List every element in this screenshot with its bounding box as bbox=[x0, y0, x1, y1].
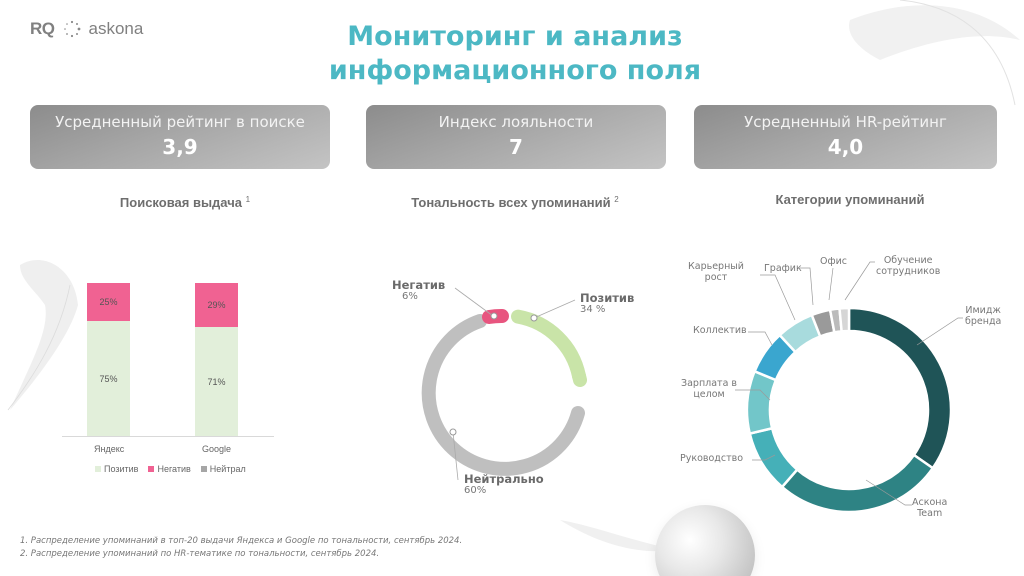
legend-swatch bbox=[200, 466, 207, 472]
section-title-text: Поисковая выдача bbox=[119, 195, 242, 210]
category-label-askona-team: Аскона Team bbox=[912, 497, 947, 519]
kpi-card-hr-rating: Усредненный HR-рейтинг 4,0 bbox=[694, 105, 997, 169]
footnote-2: 2. Распределение упоминаний по HR-темати… bbox=[20, 549, 380, 559]
category-label-team: Коллектив bbox=[693, 325, 747, 336]
x-axis-label-yandex: Яндекс bbox=[94, 444, 125, 454]
footnote-1: 1. Распределение упоминаний в топ-20 выд… bbox=[20, 536, 463, 546]
donut-arc-positive-lower bbox=[572, 369, 587, 387]
leader-line bbox=[916, 317, 963, 346]
leader-line bbox=[865, 479, 912, 506]
bar-segment-positive: 75% bbox=[87, 321, 130, 436]
kpi-label: Индекс лояльности bbox=[438, 113, 594, 131]
label-line: Обучение bbox=[883, 255, 933, 266]
askona-dots-icon bbox=[63, 20, 80, 38]
page-title-line2: информационного поля bbox=[328, 55, 702, 86]
rq-logo: RQ bbox=[30, 19, 55, 38]
tone-label-positive: Позитив 34 % bbox=[580, 292, 634, 316]
x-axis-line bbox=[62, 436, 274, 437]
label-line: бренда bbox=[965, 316, 1002, 327]
label-line: Team bbox=[917, 508, 943, 519]
kpi-card-search-rating: Усредненный рейтинг в поиске 3,9 bbox=[30, 105, 330, 169]
category-label-brand-image: Имидж бренда bbox=[965, 305, 1001, 327]
kpi-value: 4,0 bbox=[827, 135, 864, 159]
leader-line bbox=[844, 261, 875, 301]
bar-segment-negative: 29% bbox=[195, 283, 238, 327]
tone-name: Негатив bbox=[392, 278, 446, 292]
tone-value: 60% bbox=[464, 485, 487, 496]
category-label-office: Офис bbox=[820, 256, 847, 267]
bar-google: 29% 71% bbox=[195, 283, 238, 436]
tone-name: Нейтрально bbox=[464, 472, 544, 486]
legend-label: Позитив bbox=[104, 464, 139, 474]
tone-value: 6% bbox=[402, 291, 418, 302]
category-label-training: Обучение сотрудников bbox=[876, 255, 940, 277]
tone-label-negative: Негатив 6% bbox=[392, 279, 445, 303]
x-axis-label-google: Google bbox=[202, 444, 232, 454]
leader-line bbox=[800, 267, 814, 306]
donut-segment bbox=[847, 306, 953, 470]
legend-label: Нейтрал bbox=[209, 464, 246, 474]
segment-label: 29% bbox=[207, 300, 226, 310]
category-label-management: Руководство bbox=[680, 453, 744, 464]
page-title: Мониторинг и анализ информационного поля bbox=[270, 20, 760, 88]
label-line: Аскона bbox=[912, 497, 948, 508]
kpi-label: Усредненный рейтинг в поиске bbox=[55, 113, 305, 131]
segment-label: 71% bbox=[207, 376, 226, 387]
tone-name: Позитив bbox=[580, 291, 635, 305]
legend-item-negative: Негатив bbox=[148, 464, 191, 474]
donut-segment bbox=[780, 453, 935, 514]
section-title-categories: Категории упоминаний bbox=[730, 192, 970, 207]
bar-segment-positive: 71% bbox=[195, 327, 238, 436]
leader-line bbox=[748, 331, 773, 346]
donut-segment bbox=[838, 306, 851, 333]
leader-line bbox=[760, 274, 796, 321]
tone-value: 34 % bbox=[580, 304, 606, 315]
label-line: сотрудников bbox=[876, 266, 941, 277]
section-title-tonality: Тональность всех упоминаний 2 bbox=[385, 195, 645, 210]
category-label-salary: Зарплата в целом bbox=[681, 378, 737, 400]
segment-label: 25% bbox=[99, 297, 118, 307]
kpi-card-loyalty-index: Индекс лояльности 7 bbox=[366, 105, 666, 169]
kpi-value: 3,9 bbox=[162, 135, 198, 159]
footnote-mark: 2 bbox=[614, 195, 619, 204]
legend-label: Негатив bbox=[157, 464, 191, 474]
bar-yandex: 25% 75% bbox=[87, 283, 130, 436]
section-title-search: Поисковая выдача 1 bbox=[80, 195, 290, 210]
donut-arc-positive bbox=[511, 309, 586, 383]
logo: RQ askona bbox=[30, 19, 143, 39]
leader-line bbox=[735, 389, 771, 401]
pearl-decoration bbox=[655, 505, 755, 576]
leader-line bbox=[752, 454, 776, 461]
donut-segment bbox=[748, 426, 799, 489]
tone-label-neutral: Нейтрально 60% bbox=[464, 473, 544, 497]
label-line: Зарплата в bbox=[681, 378, 738, 389]
label-line: Карьерный bbox=[688, 261, 744, 272]
segment-label: 75% bbox=[99, 373, 118, 384]
legend-item-neutral: Нейтрал bbox=[200, 464, 246, 474]
chart-legend: Позитив Негатив Нейтрал bbox=[95, 464, 246, 474]
donut-arc-neutral bbox=[421, 314, 585, 476]
donut-segment bbox=[745, 369, 778, 436]
footnotes: 1. Распределение упоминаний в топ-20 выд… bbox=[20, 535, 462, 561]
footnote-mark: 1 bbox=[245, 195, 251, 204]
legend-swatch bbox=[95, 466, 101, 472]
category-label-schedule: График bbox=[764, 263, 802, 274]
askona-logo: askona bbox=[88, 19, 144, 38]
section-title-text: Категории упоминаний bbox=[775, 192, 925, 207]
page-title-line1: Мониторинг и анализ bbox=[347, 21, 683, 52]
label-line: рост bbox=[704, 272, 728, 283]
legend-item-positive: Позитив bbox=[95, 464, 138, 474]
label-line: целом bbox=[693, 389, 725, 400]
legend-swatch bbox=[148, 466, 155, 472]
bar-segment-negative: 25% bbox=[87, 283, 130, 321]
kpi-label: Усредненный HR-рейтинг bbox=[744, 113, 947, 131]
section-title-text: Тональность всех упоминаний bbox=[411, 195, 611, 210]
leader-line bbox=[828, 267, 834, 301]
kpi-value: 7 bbox=[509, 135, 523, 159]
category-label-career: Карьерный рост bbox=[688, 261, 744, 283]
label-line: Имидж bbox=[965, 305, 1001, 316]
